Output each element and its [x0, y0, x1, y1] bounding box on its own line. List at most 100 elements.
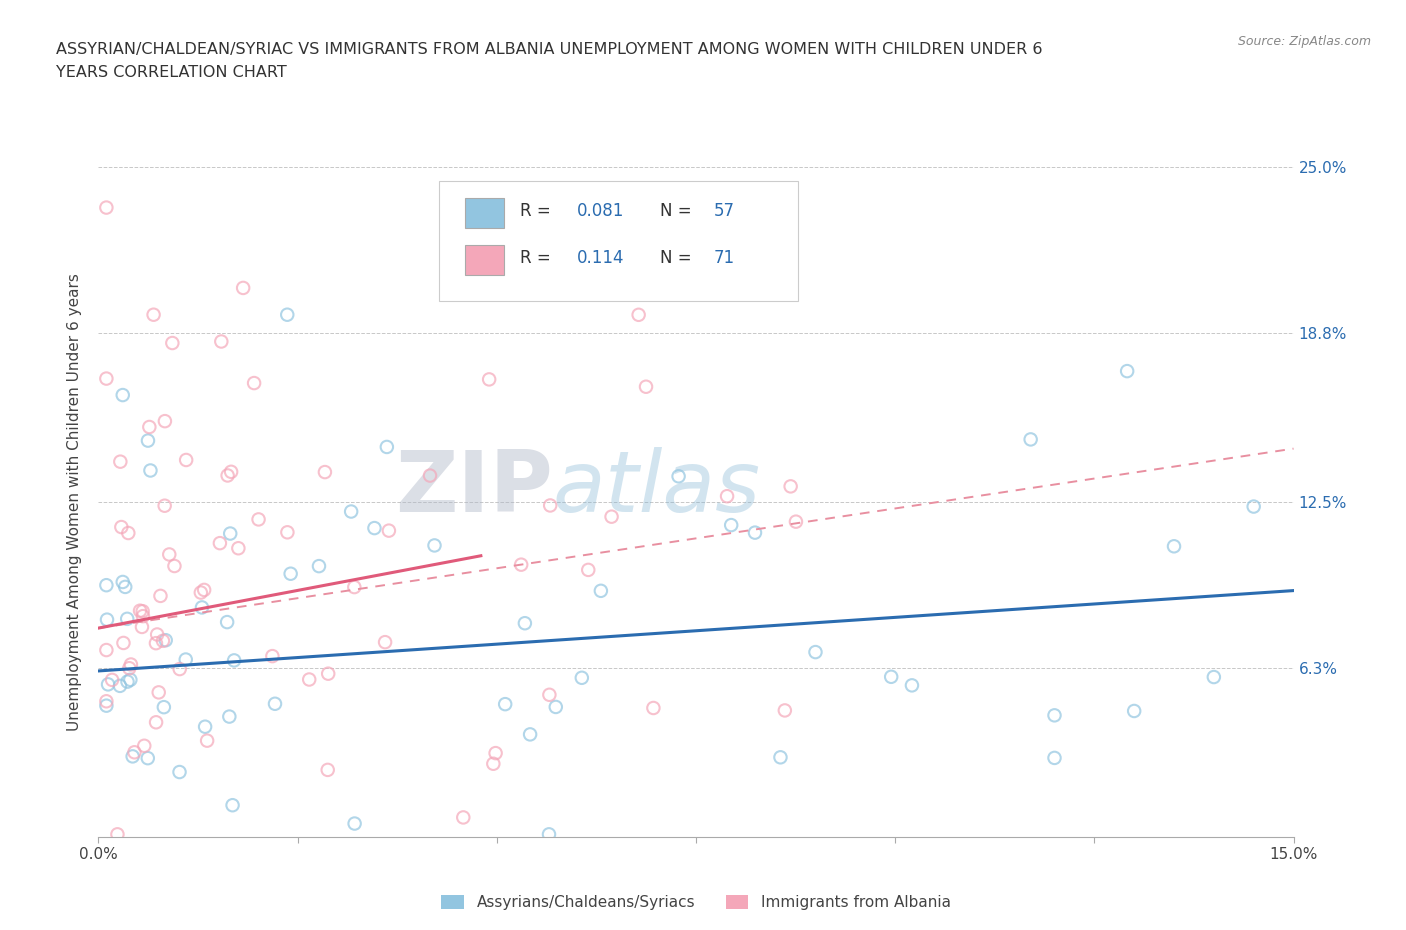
Point	[217, 468, 239, 483]
Point	[153, 414, 176, 429]
Point	[744, 525, 766, 540]
Point	[423, 538, 446, 552]
Point	[513, 616, 536, 631]
Point	[1123, 703, 1146, 718]
Point	[112, 635, 135, 650]
Text: R =: R =	[520, 249, 551, 267]
Point	[363, 521, 385, 536]
Point	[716, 489, 738, 504]
Text: 71: 71	[714, 249, 735, 267]
Point	[901, 678, 924, 693]
Point	[340, 504, 363, 519]
Point	[136, 751, 159, 765]
Point	[779, 479, 801, 494]
Point	[1163, 538, 1185, 553]
Point	[1043, 708, 1066, 723]
Point	[146, 627, 169, 642]
Point	[519, 727, 541, 742]
Point	[510, 557, 533, 572]
Point	[1243, 499, 1265, 514]
Point	[96, 371, 118, 386]
Text: R =: R =	[520, 202, 551, 219]
Point	[276, 307, 298, 322]
Point	[343, 817, 366, 831]
Point	[118, 660, 141, 675]
Point	[1202, 670, 1225, 684]
Point	[576, 563, 599, 578]
Point	[138, 419, 160, 434]
Point	[221, 798, 243, 813]
Text: ZIP: ZIP	[395, 447, 553, 530]
Point	[136, 433, 159, 448]
Point	[1019, 432, 1042, 446]
Point	[600, 510, 623, 525]
Point	[634, 379, 657, 394]
Point	[149, 589, 172, 604]
Point	[169, 764, 191, 779]
Point	[219, 526, 242, 541]
Point	[308, 559, 330, 574]
Text: N =: N =	[661, 202, 692, 219]
Point	[484, 746, 506, 761]
Point	[115, 611, 138, 626]
Point	[538, 687, 561, 702]
Point	[280, 566, 302, 581]
Point	[243, 376, 266, 391]
Point	[96, 698, 118, 713]
Point	[316, 666, 339, 681]
Point	[174, 652, 197, 667]
Point	[453, 810, 475, 825]
Point	[298, 672, 321, 687]
FancyBboxPatch shape	[439, 180, 797, 301]
Point	[264, 697, 287, 711]
Point	[191, 600, 214, 615]
Point	[224, 653, 246, 668]
Legend: Assyrians/Chaldeans/Syriacs, Immigrants from Albania: Assyrians/Chaldeans/Syriacs, Immigrants …	[434, 889, 957, 916]
Point	[139, 463, 162, 478]
Point	[114, 579, 136, 594]
Point	[157, 547, 180, 562]
Text: 0.114: 0.114	[576, 249, 624, 267]
Point	[101, 672, 124, 687]
Point	[482, 756, 505, 771]
Point	[773, 703, 796, 718]
Point	[110, 454, 132, 469]
Point	[96, 200, 118, 215]
Point	[162, 336, 184, 351]
Point	[627, 307, 650, 322]
FancyBboxPatch shape	[465, 198, 503, 228]
Point	[538, 498, 561, 513]
Point	[97, 677, 120, 692]
Point	[117, 674, 139, 689]
Point	[111, 388, 134, 403]
Point	[785, 514, 807, 529]
Point	[193, 582, 215, 597]
Text: N =: N =	[661, 249, 692, 267]
Point	[148, 684, 170, 699]
FancyBboxPatch shape	[465, 246, 503, 274]
Point	[96, 612, 118, 627]
Point	[769, 750, 792, 764]
Text: ASSYRIAN/CHALDEAN/SYRIAC VS IMMIGRANTS FROM ALBANIA UNEMPLOYMENT AMONG WOMEN WIT: ASSYRIAN/CHALDEAN/SYRIAC VS IMMIGRANTS F…	[56, 42, 1043, 57]
Point	[374, 634, 396, 649]
Point	[121, 749, 143, 764]
Point	[494, 697, 516, 711]
Point	[276, 525, 298, 539]
Point	[142, 307, 165, 322]
Point	[1043, 751, 1066, 765]
Point	[153, 498, 176, 513]
Point	[219, 464, 242, 479]
Point	[96, 578, 118, 592]
Point	[163, 559, 186, 574]
Text: 57: 57	[714, 202, 735, 219]
Point	[169, 661, 191, 676]
Text: YEARS CORRELATION CHART: YEARS CORRELATION CHART	[56, 65, 287, 80]
Point	[120, 658, 142, 672]
Point	[228, 541, 250, 556]
Point	[145, 715, 167, 730]
Point	[96, 694, 118, 709]
Text: Source: ZipAtlas.com: Source: ZipAtlas.com	[1237, 35, 1371, 48]
Point	[232, 281, 254, 296]
Point	[262, 648, 284, 663]
Point	[544, 699, 567, 714]
